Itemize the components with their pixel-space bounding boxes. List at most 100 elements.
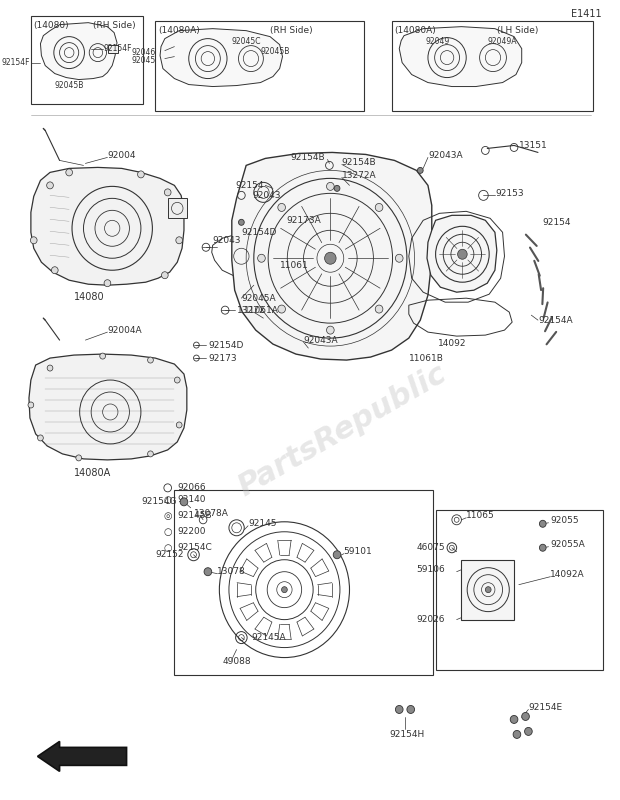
Text: (14080A): (14080A) (158, 26, 200, 34)
Circle shape (176, 422, 182, 428)
Text: 92140: 92140 (177, 495, 206, 504)
Text: PartsRepublic: PartsRepublic (232, 358, 451, 502)
Circle shape (521, 713, 529, 721)
Text: 92045A: 92045A (241, 294, 276, 302)
Text: 92043A: 92043A (304, 336, 338, 345)
Text: 92154H: 92154H (390, 730, 425, 739)
Text: (14080A): (14080A) (394, 26, 436, 34)
Text: 92045C: 92045C (232, 37, 261, 46)
Text: ○: ○ (164, 542, 172, 553)
Circle shape (539, 544, 546, 551)
Circle shape (281, 586, 287, 593)
Text: ○: ○ (164, 526, 172, 537)
Circle shape (375, 203, 383, 211)
Circle shape (525, 727, 532, 735)
Polygon shape (29, 354, 187, 460)
Text: 92154D: 92154D (208, 341, 243, 350)
Text: 11061B: 11061B (409, 354, 444, 362)
Circle shape (46, 182, 53, 189)
Text: 92154F: 92154F (104, 44, 132, 53)
Circle shape (28, 402, 33, 408)
Text: 92173A: 92173A (286, 216, 321, 225)
Bar (174, 490, 433, 674)
Text: (14080): (14080) (33, 21, 69, 30)
Text: 11061A: 11061A (244, 306, 279, 314)
Polygon shape (38, 742, 126, 771)
Circle shape (204, 568, 211, 576)
Circle shape (333, 550, 341, 558)
Polygon shape (255, 218, 265, 223)
Text: 14092: 14092 (438, 338, 466, 347)
Text: 92200: 92200 (177, 527, 206, 536)
Text: 92154D: 92154D (241, 228, 277, 237)
Polygon shape (160, 29, 283, 86)
Circle shape (258, 254, 265, 262)
Circle shape (47, 365, 53, 371)
Text: (LH Side): (LH Side) (497, 26, 538, 34)
Text: 92045B: 92045B (260, 46, 290, 56)
Circle shape (180, 498, 188, 506)
Circle shape (327, 326, 334, 334)
Text: 11061: 11061 (280, 261, 308, 270)
Polygon shape (232, 153, 432, 360)
Circle shape (458, 250, 467, 259)
Text: 49088: 49088 (222, 657, 251, 666)
Text: 14080: 14080 (74, 292, 105, 302)
Text: 92049A: 92049A (487, 37, 516, 46)
Polygon shape (108, 45, 118, 53)
Text: 92046: 92046 (131, 48, 155, 57)
Circle shape (485, 586, 491, 593)
Polygon shape (40, 22, 117, 79)
Text: 92154C: 92154C (177, 543, 212, 552)
Circle shape (148, 357, 153, 363)
Text: 92145: 92145 (248, 519, 277, 528)
Polygon shape (167, 198, 187, 218)
Circle shape (327, 182, 334, 190)
Circle shape (104, 280, 111, 286)
Circle shape (30, 237, 37, 244)
Text: 92154G: 92154G (142, 498, 177, 506)
Text: 92173: 92173 (208, 354, 236, 362)
Text: 13272A: 13272A (342, 171, 376, 180)
Text: 92066: 92066 (177, 483, 206, 492)
Text: 92043A: 92043A (428, 151, 463, 160)
Polygon shape (461, 560, 514, 620)
Circle shape (510, 715, 518, 723)
Circle shape (51, 266, 58, 274)
Bar (155, 21, 364, 110)
Text: 92004A: 92004A (107, 326, 142, 334)
Text: 92154E: 92154E (528, 703, 562, 712)
Text: 46075: 46075 (417, 543, 445, 552)
Text: 92055A: 92055A (551, 540, 585, 550)
Circle shape (407, 706, 415, 714)
Circle shape (278, 203, 285, 211)
Text: 92154A: 92154A (538, 316, 573, 325)
Text: 11065: 11065 (466, 511, 495, 520)
Circle shape (239, 219, 244, 226)
Polygon shape (427, 215, 497, 292)
Text: FRONT: FRONT (64, 751, 102, 762)
Text: 14092A: 14092A (551, 570, 585, 579)
Text: 13078: 13078 (218, 567, 246, 576)
Bar (31, 16, 143, 103)
Circle shape (138, 171, 144, 178)
Text: 59101: 59101 (343, 547, 373, 556)
Circle shape (278, 305, 285, 313)
Text: 92154B: 92154B (290, 153, 325, 162)
Text: 92154B: 92154B (342, 158, 376, 167)
Text: ○: ○ (164, 495, 172, 505)
Text: 13272: 13272 (237, 306, 265, 314)
Circle shape (396, 254, 403, 262)
Circle shape (76, 455, 82, 461)
Text: 92045B: 92045B (55, 81, 84, 90)
Text: 92049: 92049 (425, 37, 450, 46)
Text: 14080A: 14080A (74, 468, 111, 478)
Circle shape (325, 252, 336, 264)
Text: 92153: 92153 (495, 189, 523, 198)
Circle shape (66, 169, 73, 176)
Circle shape (539, 520, 546, 527)
Text: 92055: 92055 (551, 516, 579, 526)
Text: (RH Side): (RH Side) (270, 26, 312, 34)
Circle shape (417, 167, 423, 174)
Text: 92043: 92043 (213, 236, 241, 245)
